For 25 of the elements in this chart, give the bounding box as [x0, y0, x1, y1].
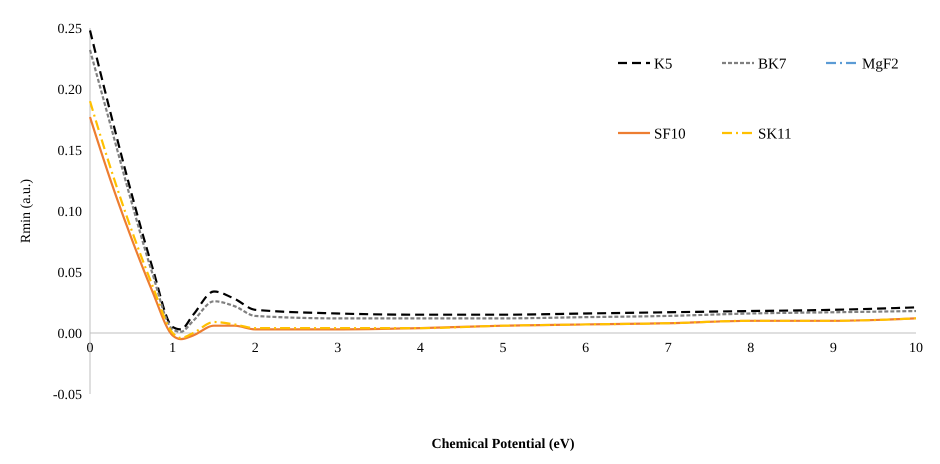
y-tick-label: 0.20 — [58, 82, 82, 98]
x-tick-label: 0 — [86, 341, 94, 356]
legend-label: BK7 — [758, 56, 787, 72]
x-tick-label: 4 — [416, 341, 424, 356]
y-tick-label: 0.10 — [58, 204, 82, 220]
x-tick-label: 1 — [169, 341, 176, 356]
y-axis-title: Rmin (a.u.) — [19, 178, 34, 244]
x-tick-label: 10 — [909, 341, 923, 356]
x-tick-label: 5 — [500, 341, 506, 356]
y-tick-label: 0.15 — [58, 144, 82, 159]
legend-label: MgF2 — [862, 56, 899, 72]
legend-label: SF10 — [654, 126, 686, 142]
x-tick-label: 8 — [747, 341, 754, 356]
x-tick-label: 2 — [252, 341, 259, 356]
legend-label: K5 — [654, 56, 672, 72]
y-tick-label: -0.05 — [52, 388, 82, 403]
y-tick-label: 0.05 — [58, 266, 82, 281]
y-tick-label: 0.00 — [58, 326, 82, 342]
x-tick-label: 9 — [830, 341, 837, 356]
x-axis-title: Chemical Potential (eV) — [431, 437, 575, 452]
legend-label: SK11 — [758, 126, 792, 142]
x-tick-label: 6 — [582, 341, 590, 356]
x-tick-label: 7 — [664, 341, 672, 356]
y-tick-label: 0.25 — [58, 22, 82, 37]
x-tick-label: 3 — [334, 341, 342, 356]
